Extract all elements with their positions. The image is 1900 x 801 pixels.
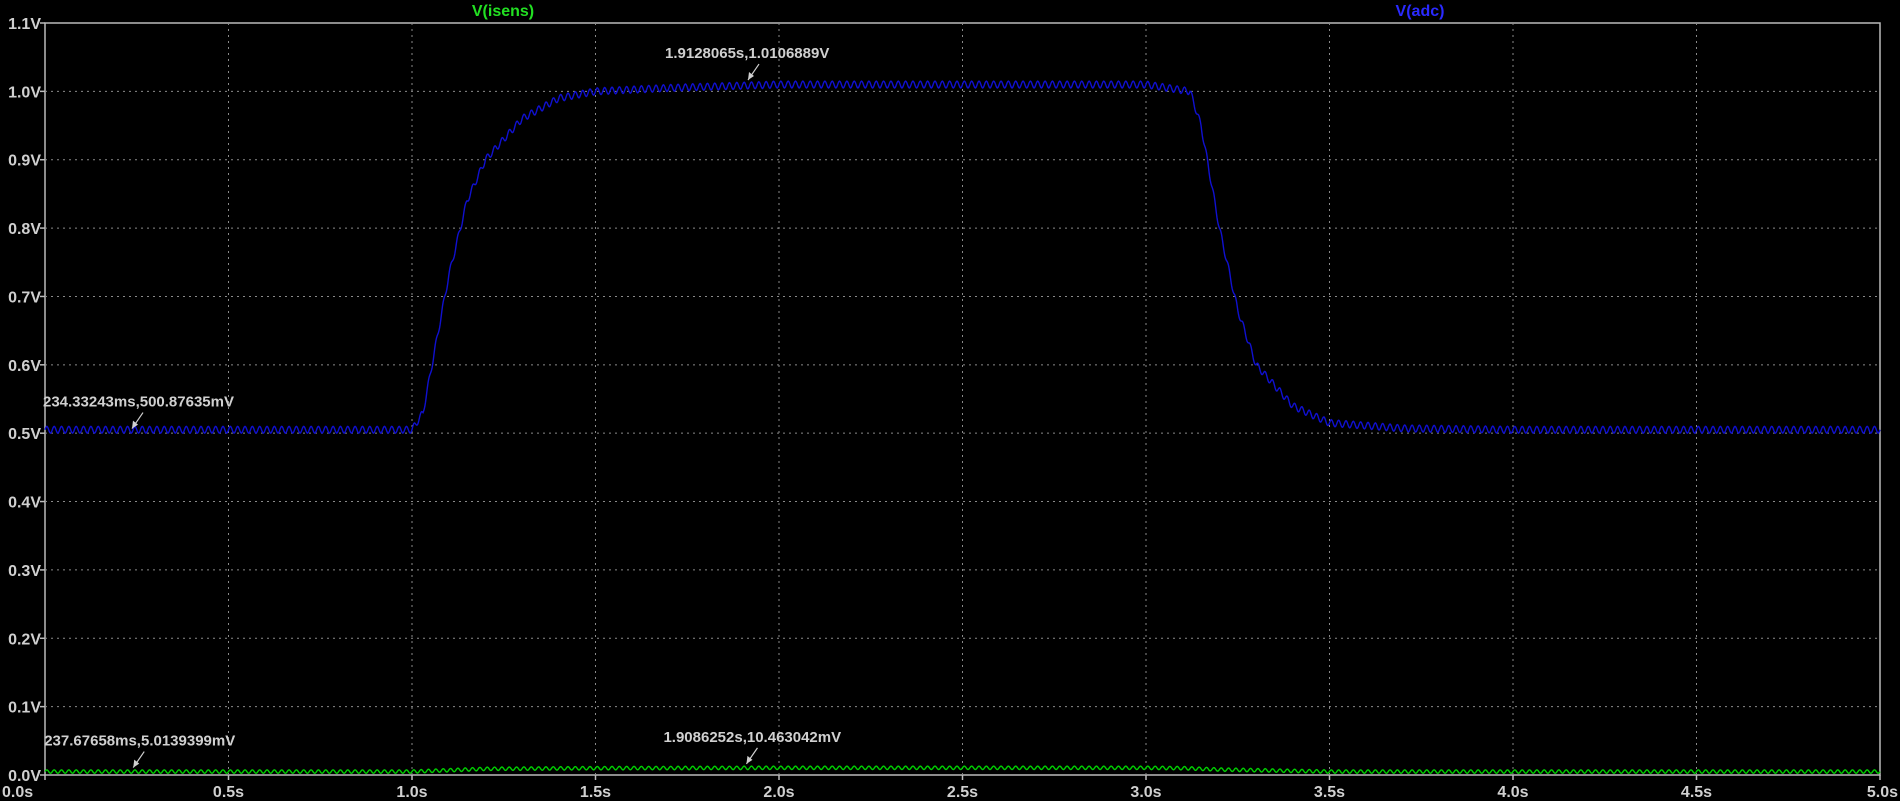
y-axis-ticks: 0.0V 0.1V 0.2V 0.3V 0.4V 0.5V 0.6V 0.7V 0.8V 0.9V… <box>8 16 45 785</box>
x-tick-label: 0.5s <box>213 784 244 801</box>
trace-v-adc[interactable] <box>44 80 1881 435</box>
annotation-arrowhead <box>133 759 140 768</box>
x-axis-ticks: 0.0s 0.5s 1.0s 1.5s 2.0s 2.5s 3.0s 3.5s 4.0s 4.5s… <box>2 775 1898 801</box>
y-tick-label: 0.8V <box>8 221 41 238</box>
legend-v-adc[interactable]: V(adc) <box>1396 3 1445 20</box>
x-tick-label: 0.0s <box>2 784 33 801</box>
annotation-label: 1.9086252s,10.463042mV <box>663 729 841 746</box>
x-tick-label: 4.5s <box>1681 784 1712 801</box>
y-tick-label: 0.9V <box>8 153 41 170</box>
annotation-label: 1.9128065s,1.0106889V <box>665 45 829 62</box>
y-tick-label: 0.3V <box>8 563 41 580</box>
y-tick-label: 0.0V <box>8 768 41 785</box>
y-tick-label: 0.5V <box>8 426 41 443</box>
y-tick-label: 1.0V <box>8 84 41 101</box>
annotation-arrowhead <box>131 420 138 429</box>
annotation-arrowhead <box>748 72 755 81</box>
traces <box>44 80 1881 775</box>
grid-lines <box>45 23 1880 775</box>
trace-v-isens[interactable] <box>44 765 1881 775</box>
x-tick-label: 4.0s <box>1497 784 1528 801</box>
plot-frame <box>44 22 1881 776</box>
legend-v-isens[interactable]: V(isens) <box>472 3 534 20</box>
y-tick-label: 0.2V <box>8 631 41 648</box>
annotation-label: 237.67658ms,5.0139399mV <box>44 733 235 750</box>
x-tick-label: 1.0s <box>396 784 427 801</box>
x-tick-label: 1.5s <box>580 784 611 801</box>
annotation-label: 234.33243ms,500.87635mV <box>43 394 234 411</box>
x-tick-label: 2.5s <box>947 784 978 801</box>
y-tick-label: 0.6V <box>8 358 41 375</box>
cursor-annotations: 234.33243ms,500.87635mV 1.9128065s,1.0106… <box>43 45 841 768</box>
y-tick-label: 0.7V <box>8 289 41 306</box>
annotation-arrowhead <box>746 755 753 764</box>
x-tick-label: 3.0s <box>1130 784 1161 801</box>
y-tick-label: 0.1V <box>8 700 41 717</box>
x-tick-label: 2.0s <box>763 784 794 801</box>
y-tick-label: 1.1V <box>8 16 41 33</box>
x-tick-label: 3.5s <box>1314 784 1345 801</box>
y-tick-label: 0.4V <box>8 495 41 512</box>
x-tick-label: 5.0s <box>1867 784 1898 801</box>
